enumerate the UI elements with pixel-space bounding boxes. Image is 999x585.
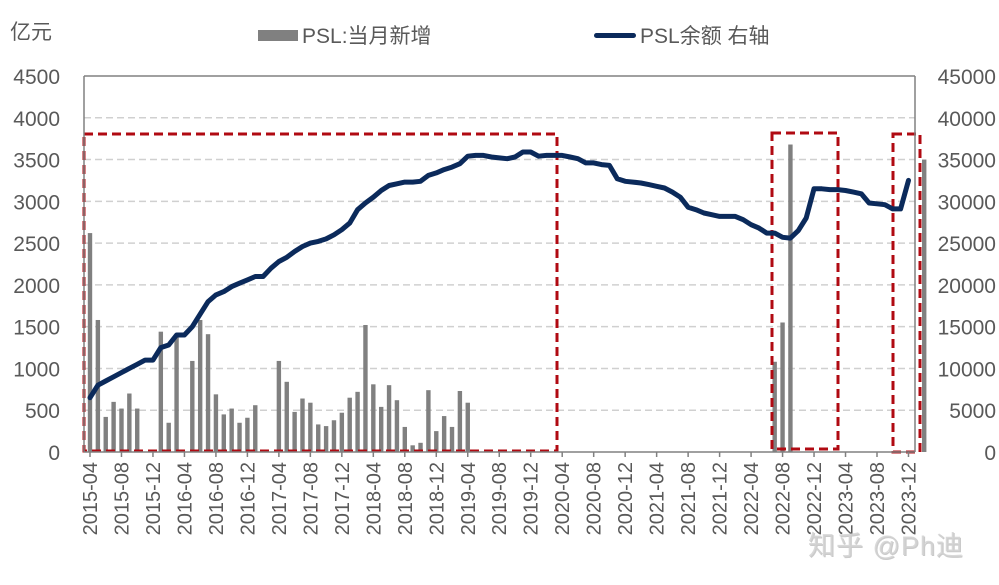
svg-text:45000: 45000 (938, 66, 996, 89)
x-axis-ticks: 2015-04 2015-08 2015-12 2016-04 2016-08 2016-… (80, 462, 920, 535)
svg-text:2021-12: 2021-12 (710, 462, 732, 535)
line-series-balance (87, 149, 911, 401)
legend-label-monthly-new: PSL:当月新增 (302, 25, 432, 48)
svg-text:2020-12: 2020-12 (615, 462, 637, 535)
svg-text:5000: 5000 (949, 400, 996, 423)
right-y-axis-ticks: 0 5000 10000 15000 20000 25000 30000 35000 40000… (938, 66, 996, 465)
svg-text:2018-12: 2018-12 (426, 462, 448, 535)
svg-text:35000: 35000 (938, 150, 996, 173)
bar-series-monthly-new (87, 144, 927, 453)
svg-text:0: 0 (48, 442, 60, 465)
svg-text:2016-08: 2016-08 (206, 462, 228, 535)
left-y-axis-ticks: 0 500 1000 1500 2000 2500 3000 3500 4000 4500 (13, 66, 60, 465)
svg-text:40000: 40000 (938, 108, 996, 131)
svg-text:2022-12: 2022-12 (804, 462, 826, 535)
svg-text:2023-12: 2023-12 (898, 462, 920, 535)
svg-text:2022-08: 2022-08 (773, 462, 795, 535)
svg-text:2023-04: 2023-04 (836, 462, 858, 535)
svg-text:2017-12: 2017-12 (332, 462, 354, 535)
svg-text:2022-04: 2022-04 (741, 462, 763, 535)
svg-text:2000: 2000 (13, 275, 60, 298)
watermark: 知乎 @Ph迪 (808, 531, 964, 561)
line-swatch-icon (594, 32, 636, 38)
svg-text:2018-04: 2018-04 (363, 462, 385, 535)
svg-text:2018-08: 2018-08 (395, 462, 417, 535)
svg-text:25000: 25000 (938, 233, 996, 256)
legend-label-balance: PSL余额 右轴 (640, 25, 770, 48)
svg-text:3500: 3500 (13, 150, 60, 173)
svg-text:2017-04: 2017-04 (269, 462, 291, 535)
svg-text:15000: 15000 (938, 317, 996, 340)
svg-text:3000: 3000 (13, 191, 60, 214)
svg-text:10000: 10000 (938, 358, 996, 381)
svg-text:2019-04: 2019-04 (458, 462, 480, 535)
svg-text:2500: 2500 (13, 233, 60, 256)
svg-text:2023-08: 2023-08 (867, 462, 889, 535)
svg-text:2017-08: 2017-08 (300, 462, 322, 535)
svg-text:2015-04: 2015-04 (80, 462, 102, 535)
svg-text:4000: 4000 (13, 108, 60, 131)
y-axis-unit-label: 亿元 (10, 21, 52, 44)
svg-text:30000: 30000 (938, 191, 996, 214)
svg-text:2021-04: 2021-04 (647, 462, 669, 535)
svg-text:2016-04: 2016-04 (174, 462, 196, 535)
svg-text:2019-08: 2019-08 (489, 462, 511, 535)
svg-text:4500: 4500 (13, 66, 60, 89)
svg-text:0: 0 (984, 442, 996, 465)
svg-text:1500: 1500 (13, 317, 60, 340)
axes (83, 75, 916, 457)
svg-text:500: 500 (25, 400, 60, 423)
svg-text:2015-08: 2015-08 (111, 462, 133, 535)
svg-text:2020-08: 2020-08 (584, 462, 606, 535)
legend-item-monthly-new: PSL:当月新增 (258, 20, 432, 50)
svg-text:1000: 1000 (13, 358, 60, 381)
gridlines (84, 117, 915, 411)
svg-text:2021-08: 2021-08 (678, 462, 700, 535)
svg-text:2019-12: 2019-12 (521, 462, 543, 535)
svg-text:20000: 20000 (938, 275, 996, 298)
svg-text:2020-04: 2020-04 (552, 462, 574, 535)
legend-item-balance: PSL余额 右轴 (594, 20, 770, 50)
bar-swatch-icon (258, 29, 298, 41)
svg-text:2016-12: 2016-12 (237, 462, 259, 535)
svg-text:2015-12: 2015-12 (143, 462, 165, 535)
